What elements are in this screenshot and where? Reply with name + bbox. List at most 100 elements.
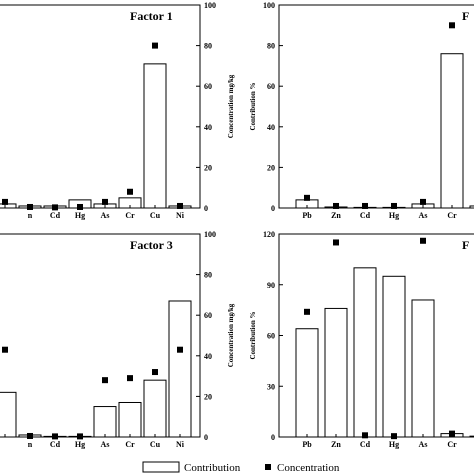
x-tick-label: Pb: [302, 211, 312, 220]
concentration-point: [304, 308, 310, 315]
concentration-point: [2, 198, 8, 205]
x-tick-label: Pb: [302, 440, 312, 449]
x-tick-label: Cr: [125, 211, 135, 220]
y2-tick-label: 80: [204, 42, 212, 51]
x-tick-label: Zn: [331, 440, 341, 449]
contribution-bar: [353, 267, 377, 438]
panel-title: F: [462, 238, 469, 252]
y2-tick-label: 20: [204, 392, 212, 401]
y-tick-label: 90: [267, 281, 275, 290]
x-tick-label: Ni: [176, 211, 185, 220]
panel-title: Factor 1: [130, 9, 173, 23]
x-tick-label: Cu: [150, 211, 161, 220]
y2-tick-label: 40: [204, 352, 212, 361]
contribution-bar: [324, 307, 348, 438]
contribution-bar: [382, 275, 406, 438]
contribution-bar: [168, 300, 192, 438]
legend-concentration-label: Concentration: [277, 462, 340, 474]
y-tick-label: 0: [271, 204, 275, 213]
x-tick-label: Cr: [447, 440, 457, 449]
y-tick-label: 0: [271, 433, 275, 442]
x-tick-label: Cd: [50, 440, 61, 449]
y2-tick-label: 60: [204, 82, 212, 91]
legend-concentration-marker: [265, 464, 271, 470]
y2-axis-label: Concentration mg/kg: [227, 303, 235, 367]
x-tick-label: n: [28, 211, 33, 220]
y2-tick-label: 20: [204, 163, 212, 172]
x-tick-label: Cu: [150, 440, 161, 449]
y-tick-label: 80: [267, 42, 275, 51]
x-tick-label: Hg: [75, 211, 85, 220]
legend: Contribution Concentration: [142, 461, 340, 474]
y-tick-label: 60: [267, 82, 275, 91]
concentration-point: [102, 377, 108, 384]
x-tick-label: As: [101, 211, 110, 220]
chart-panel-1: 0 20 40 60 80 100 Concentration mg/kg Factor 1 n…: [0, 1, 235, 220]
x-tick-label: Hg: [75, 440, 85, 449]
y2-axis-label: Concentration mg/kg: [227, 74, 235, 138]
x-tick-label: As: [101, 440, 110, 449]
concentration-point: [2, 346, 8, 353]
panel-title: F: [462, 9, 469, 23]
plot-frame: [278, 4, 474, 209]
y2-tick-label: 100: [204, 1, 216, 10]
contribution-bar: [143, 63, 167, 209]
panel-title: Factor 3: [130, 238, 173, 252]
contribution-bar: [0, 391, 17, 438]
x-tick-label: Zn: [331, 211, 341, 220]
chart-panel-3: 0 20 40 60 80 100 Concentration mg/kg Factor 3 n…: [0, 230, 235, 449]
x-tick-label: Cd: [360, 211, 371, 220]
contribution-bar: [440, 53, 464, 209]
contribution-bar: [469, 205, 474, 209]
y-tick-label: 100: [263, 1, 275, 10]
y2-tick-label: 0: [204, 204, 208, 213]
x-tick-label: Ni: [176, 440, 185, 449]
legend-contribution-swatch: [142, 461, 180, 473]
concentration-point: [449, 430, 455, 437]
concentration-point: [127, 375, 133, 382]
x-tick-label: As: [419, 211, 428, 220]
x-tick-label: Cr: [125, 440, 135, 449]
x-tick-label: Hg: [389, 440, 399, 449]
y-tick-label: 120: [263, 230, 275, 239]
x-tick-label: As: [419, 440, 428, 449]
contribution-bar: [295, 328, 319, 438]
concentration-point: [420, 198, 426, 205]
y2-tick-label: 100: [204, 230, 216, 239]
contribution-bar: [469, 435, 474, 438]
y2-tick-label: 80: [204, 271, 212, 280]
contribution-bar: [93, 406, 117, 438]
contribution-bar: [411, 299, 435, 438]
concentration-point: [152, 369, 158, 376]
concentration-point: [420, 237, 426, 244]
plot-frame: [0, 4, 201, 209]
concentration-point: [449, 22, 455, 29]
y2-tick-label: 0: [204, 433, 208, 442]
contribution-bar: [118, 401, 142, 438]
chart-panels: 0 20 40 60 80 100 Concentration mg/kg Factor 1 n…: [0, 1, 474, 449]
y-tick-label: 30: [267, 382, 275, 391]
y-tick-label: 40: [267, 123, 275, 132]
concentration-point: [304, 194, 310, 201]
y-tick-label: 20: [267, 163, 275, 172]
legend-contribution-label: Contribution: [184, 462, 241, 474]
concentration-point: [152, 42, 158, 49]
concentration-point: [102, 198, 108, 205]
y2-tick-label: 40: [204, 123, 212, 132]
x-tick-label: Cd: [50, 211, 61, 220]
x-tick-label: n: [28, 440, 33, 449]
x-tick-label: Hg: [389, 211, 399, 220]
x-tick-label: Cr: [447, 211, 457, 220]
y-axis-label: Contribution %: [249, 311, 257, 359]
y-axis-label: Contribution %: [249, 82, 257, 130]
x-tick-label: Cd: [360, 440, 371, 449]
y-tick-label: 60: [267, 332, 275, 341]
concentration-point: [333, 239, 339, 246]
y2-tick-label: 60: [204, 311, 212, 320]
concentration-point: [177, 346, 183, 353]
contribution-bar: [143, 379, 167, 438]
concentration-point: [127, 188, 133, 195]
